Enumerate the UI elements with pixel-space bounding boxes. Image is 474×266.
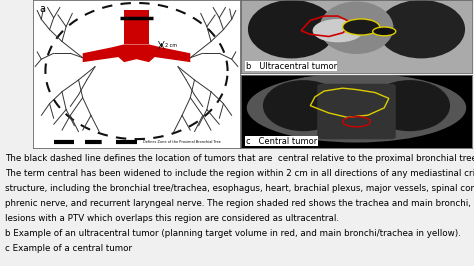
Text: c   Central tumor: c Central tumor bbox=[246, 137, 317, 146]
Text: 2 cm: 2 cm bbox=[165, 43, 178, 48]
Text: phrenic nerve, and recurrent laryngeal nerve. The region shaded red shows the tr: phrenic nerve, and recurrent laryngeal n… bbox=[5, 199, 474, 208]
Ellipse shape bbox=[343, 19, 380, 35]
Ellipse shape bbox=[247, 73, 466, 143]
Text: c Example of a central tumor: c Example of a central tumor bbox=[5, 244, 132, 253]
Text: b Example of an ultracentral tumor (planning target volume in red, and main bron: b Example of an ultracentral tumor (plan… bbox=[5, 229, 461, 238]
Ellipse shape bbox=[313, 19, 364, 42]
Text: structure, including the bronchial tree/trachea, esophagus, heart, brachial plex: structure, including the bronchial tree/… bbox=[5, 184, 474, 193]
Ellipse shape bbox=[263, 80, 344, 131]
Text: a: a bbox=[39, 5, 45, 14]
Ellipse shape bbox=[248, 0, 336, 59]
Text: The term central has been widened to include the region within 2 cm in all direc: The term central has been widened to inc… bbox=[5, 169, 474, 178]
Text: Defines Zone of the Proximal Bronchial Tree: Defines Zone of the Proximal Bronchial T… bbox=[143, 140, 220, 144]
Polygon shape bbox=[149, 44, 191, 62]
Text: The black dashed line defines the location of tumors that are  central relative : The black dashed line defines the locati… bbox=[5, 154, 474, 163]
Ellipse shape bbox=[369, 80, 450, 131]
Polygon shape bbox=[116, 44, 157, 62]
Ellipse shape bbox=[377, 0, 465, 59]
Polygon shape bbox=[82, 44, 124, 62]
FancyBboxPatch shape bbox=[317, 84, 396, 139]
Text: lesions with a PTV which overlaps this region are considered as ultracentral.: lesions with a PTV which overlaps this r… bbox=[5, 214, 339, 223]
Polygon shape bbox=[124, 10, 149, 44]
Ellipse shape bbox=[373, 27, 396, 36]
Text: b   Ultracentral tumor: b Ultracentral tumor bbox=[246, 62, 337, 71]
Ellipse shape bbox=[319, 1, 393, 54]
